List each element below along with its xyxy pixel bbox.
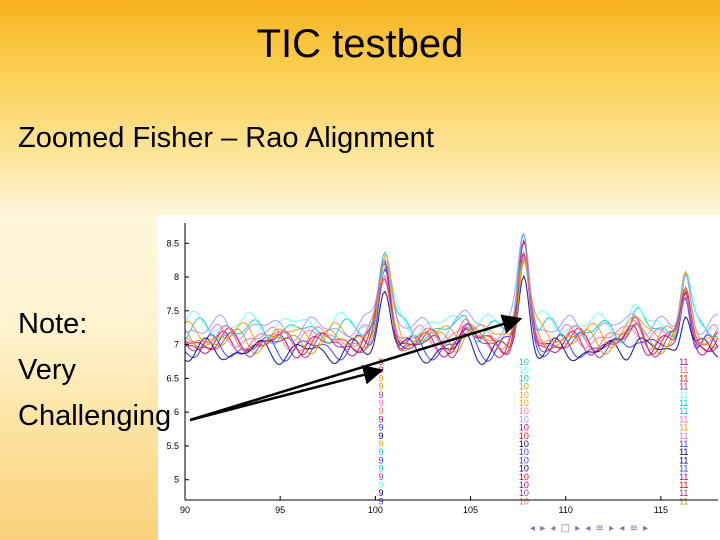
- column-label: 10: [519, 414, 529, 424]
- column-label: 10: [519, 472, 529, 482]
- column-label: 9: [379, 480, 384, 490]
- column-label: 11: [679, 447, 688, 457]
- column-label: 11: [679, 496, 688, 506]
- x-tick-label: 90: [180, 505, 190, 515]
- column-label: 9: [379, 439, 384, 449]
- column-label: 10: [519, 447, 529, 457]
- column-label: 11: [679, 373, 688, 383]
- column-label: 9: [379, 423, 384, 433]
- column-label: 11: [679, 357, 688, 367]
- column-label: 10: [519, 406, 529, 416]
- slide-title: TIC testbed: [256, 22, 464, 66]
- series-layer: [184, 232, 719, 366]
- column-label: 9: [379, 447, 384, 457]
- column-label: 11: [679, 480, 688, 490]
- y-tick-label: 8: [174, 272, 179, 282]
- column-label: 11: [679, 423, 688, 433]
- y-tick-label: 6: [174, 407, 179, 417]
- column-label: 10: [519, 365, 529, 375]
- note-line-2: Very: [18, 354, 77, 386]
- column-label: 10: [519, 488, 529, 498]
- y-tick-label: 6.5: [166, 373, 179, 383]
- column-label: 11: [679, 390, 688, 400]
- x-tick-label: 105: [463, 505, 478, 515]
- column-label: 10: [519, 455, 529, 465]
- plot-panel: 9 9 9 9 9 9 9 9 9 9 9 9 9 9 9 9 9 9 10 10 10 10 10 10 10 10 10 10 10…: [158, 215, 720, 540]
- column-label: 9: [379, 455, 384, 465]
- series-line: [184, 232, 719, 345]
- column-label: 10: [519, 496, 529, 506]
- column-label: 10: [519, 382, 529, 392]
- note-line-3: Challenging: [18, 400, 172, 432]
- tic-line-chart: 9999999999999999991010101010101010101010…: [166, 223, 719, 515]
- y-tick-label: 7: [174, 340, 179, 350]
- x-tick-label: 95: [275, 505, 285, 515]
- column-label: 11: [679, 455, 688, 465]
- column-label: 10: [519, 373, 529, 383]
- column-label: 11: [679, 488, 688, 498]
- column-label: 10: [519, 357, 529, 367]
- label-columns: 9999999999999999991010101010101010101010…: [379, 357, 689, 506]
- column-label: 10: [519, 398, 529, 408]
- note-line-1: Note:: [18, 308, 88, 340]
- column-label: 9: [379, 488, 384, 498]
- column-label: 10: [519, 464, 529, 474]
- column-label: 9: [379, 496, 384, 506]
- column-label: 11: [679, 365, 688, 375]
- column-label: 11: [679, 464, 688, 474]
- y-tick-label: 8.5: [166, 238, 179, 248]
- slide-subtitle: Zoomed Fisher – Rao Alignment: [18, 122, 434, 154]
- column-label: 10: [519, 390, 529, 400]
- x-tick-label: 115: [654, 505, 668, 515]
- column-label: 11: [679, 472, 688, 482]
- y-tick-label: 7.5: [166, 306, 179, 316]
- x-tick-label: 110: [559, 505, 573, 515]
- y-tick-label: 5: [174, 475, 179, 485]
- column-label: 11: [679, 398, 688, 408]
- slide-navigation[interactable]: ◂ ▸ ◂ □ ▸ ◂ ≡ ▸ ◂ ≡ ▸: [530, 523, 650, 534]
- column-label: 11: [679, 414, 688, 424]
- column-label: 11: [679, 431, 688, 441]
- column-label: 10: [519, 480, 529, 490]
- column-label: 10: [519, 439, 529, 449]
- column-label: 11: [679, 406, 688, 416]
- column-label: 10: [519, 423, 529, 433]
- axes: 5 5.5 6 6.5 7 7.5 8 8.5 90 95 100 105 110 115: [166, 223, 718, 515]
- x-tick-label: 100: [368, 505, 383, 515]
- column-label: 9: [379, 431, 384, 441]
- column-label: 11: [679, 382, 688, 392]
- column-label: 11: [679, 439, 688, 449]
- column-label: 10: [519, 431, 529, 441]
- column-label: 9: [379, 472, 384, 482]
- y-tick-label: 5.5: [166, 441, 179, 451]
- column-label: 9: [379, 464, 384, 474]
